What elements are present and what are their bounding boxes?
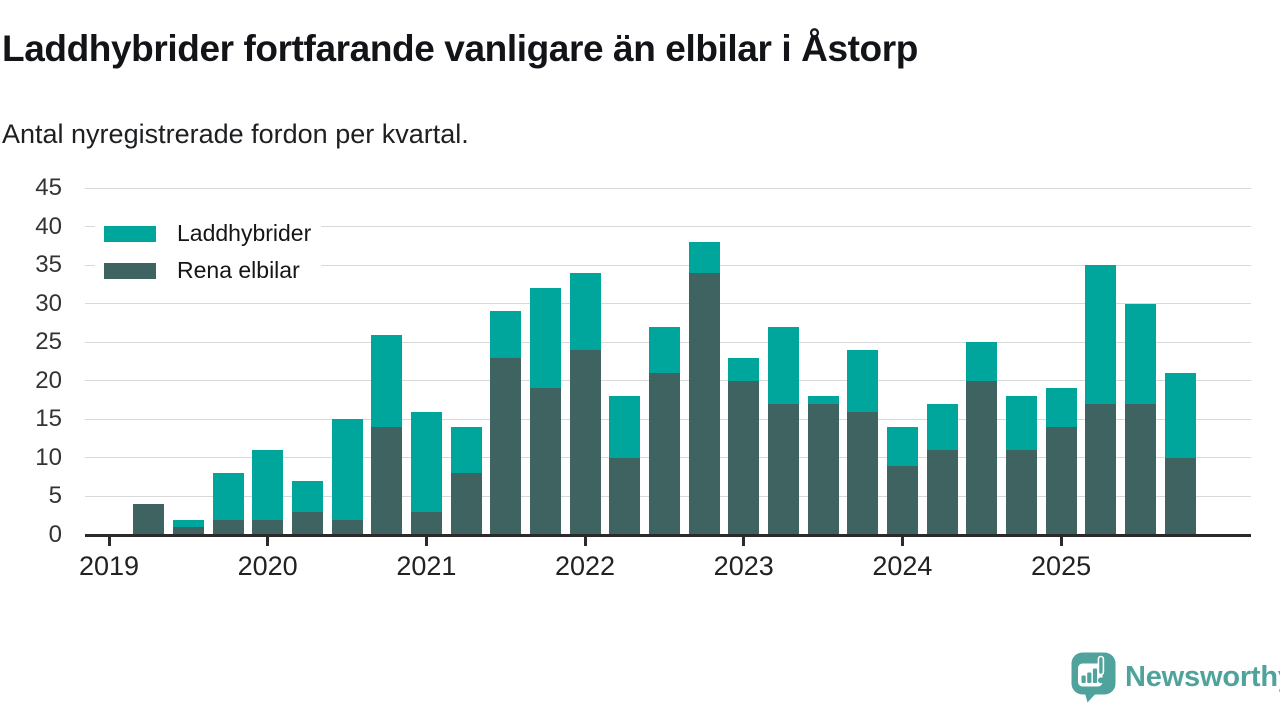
bar-segment-rena-elbilar <box>1125 404 1156 535</box>
bar-segment-rena-elbilar <box>649 373 680 535</box>
bar-segment-laddhybrider <box>173 520 204 528</box>
x-axis-label: 2020 <box>223 551 313 582</box>
bar-segment-rena-elbilar <box>490 358 521 535</box>
x-axis-label: 2024 <box>857 551 947 582</box>
x-axis-tick <box>901 537 904 546</box>
bar-segment-rena-elbilar <box>1046 427 1077 535</box>
legend-item-laddhybrider: Laddhybrider <box>104 215 311 252</box>
bar-segment-laddhybrider <box>252 450 283 519</box>
bar-segment-rena-elbilar <box>887 466 918 535</box>
x-axis-line <box>85 534 1251 537</box>
bar-segment-rena-elbilar <box>728 381 759 535</box>
gridline <box>85 188 1251 189</box>
bar-segment-rena-elbilar <box>768 404 799 535</box>
bar-segment-rena-elbilar <box>808 404 839 535</box>
x-axis-tick <box>584 537 587 546</box>
x-axis-label: 2023 <box>699 551 789 582</box>
legend-item-rena-elbilar: Rena elbilar <box>104 252 311 289</box>
bar-segment-laddhybrider <box>768 327 799 404</box>
bar-segment-laddhybrider <box>1165 373 1196 458</box>
y-axis-label: 25 <box>0 328 62 356</box>
bar-segment-rena-elbilar <box>292 512 323 535</box>
bar-segment-rena-elbilar <box>609 458 640 535</box>
bar-segment-laddhybrider <box>371 335 402 428</box>
bar-segment-laddhybrider <box>411 412 442 512</box>
x-axis-label: 2019 <box>64 551 154 582</box>
y-axis-label: 10 <box>0 444 62 472</box>
y-axis-label: 15 <box>0 405 62 433</box>
bar-segment-rena-elbilar <box>451 473 482 535</box>
bar-segment-laddhybrider <box>609 396 640 458</box>
bar-segment-rena-elbilar <box>371 427 402 535</box>
bar-segment-laddhybrider <box>1006 396 1037 450</box>
legend-swatch-rena-elbilar <box>104 263 156 279</box>
x-axis-label: 2021 <box>381 551 471 582</box>
bar-segment-laddhybrider <box>213 473 244 519</box>
bar-segment-laddhybrider <box>966 342 997 381</box>
y-axis-label: 30 <box>0 290 62 318</box>
newsworthy-logo: Newsworthy <box>1071 652 1280 703</box>
legend-label-laddhybrider: Laddhybrider <box>177 220 311 247</box>
bar-segment-laddhybrider <box>451 427 482 473</box>
legend-label-rena-elbilar: Rena elbilar <box>177 257 300 284</box>
bar-segment-laddhybrider <box>1046 388 1077 427</box>
bar-segment-laddhybrider <box>490 311 521 357</box>
legend-swatch-laddhybrider <box>104 226 156 242</box>
bar-segment-laddhybrider <box>689 242 720 273</box>
bar-segment-rena-elbilar <box>1085 404 1116 535</box>
newsworthy-logo-icon <box>1071 652 1116 703</box>
plot-area: 0510152025303540452019202020212022202320… <box>0 0 1280 720</box>
bar-segment-laddhybrider <box>847 350 878 412</box>
bar-segment-rena-elbilar <box>133 504 164 535</box>
bar-segment-laddhybrider <box>649 327 680 373</box>
bar-segment-rena-elbilar <box>689 273 720 535</box>
x-axis-tick <box>108 537 111 546</box>
bar-segment-rena-elbilar <box>411 512 442 535</box>
bar-segment-rena-elbilar <box>570 350 601 535</box>
x-axis-tick <box>266 537 269 546</box>
bar-segment-laddhybrider <box>1085 265 1116 404</box>
bar-segment-rena-elbilar <box>1165 458 1196 535</box>
y-axis-label: 20 <box>0 367 62 395</box>
bar-segment-laddhybrider <box>1125 304 1156 404</box>
y-axis-label: 0 <box>0 521 62 549</box>
bar-segment-laddhybrider <box>927 404 958 450</box>
bar-segment-rena-elbilar <box>530 388 561 535</box>
y-axis-label: 45 <box>0 174 62 202</box>
bar-segment-rena-elbilar <box>847 412 878 535</box>
bar-segment-laddhybrider <box>292 481 323 512</box>
bar-segment-rena-elbilar <box>966 381 997 535</box>
x-axis-label: 2025 <box>1016 551 1106 582</box>
bar-segment-laddhybrider <box>887 427 918 466</box>
bar-segment-laddhybrider <box>728 358 759 381</box>
x-axis-label: 2022 <box>540 551 630 582</box>
bar-segment-rena-elbilar <box>1006 450 1037 535</box>
bar-segment-laddhybrider <box>530 288 561 388</box>
x-axis-tick <box>742 537 745 546</box>
x-axis-tick <box>425 537 428 546</box>
newsworthy-logo-text: Newsworthy <box>1125 661 1280 694</box>
y-axis-label: 40 <box>0 213 62 241</box>
chart-page: Laddhybrider fortfarande vanligare än el… <box>0 0 1280 720</box>
bar-segment-laddhybrider <box>332 419 363 519</box>
y-axis-label: 35 <box>0 251 62 279</box>
y-axis-label: 5 <box>0 482 62 510</box>
gridline <box>85 303 1251 304</box>
x-axis-tick <box>1060 537 1063 546</box>
bar-segment-laddhybrider <box>808 396 839 404</box>
bar-segment-laddhybrider <box>570 273 601 350</box>
chart-legend: Laddhybrider Rena elbilar <box>95 209 321 295</box>
bar-segment-rena-elbilar <box>927 450 958 535</box>
